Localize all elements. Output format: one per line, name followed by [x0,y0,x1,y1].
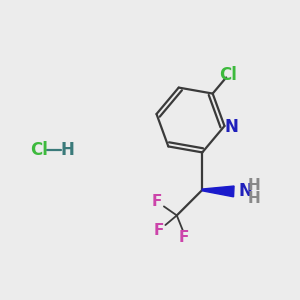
Text: F: F [152,194,163,209]
Text: F: F [154,223,164,238]
Text: H: H [61,141,74,159]
Text: Cl: Cl [30,141,48,159]
Text: N: N [238,182,252,200]
Text: Cl: Cl [219,66,237,84]
Polygon shape [202,186,234,197]
Text: F: F [179,230,190,245]
Text: H: H [248,190,261,206]
Text: H: H [248,178,261,193]
Text: N: N [224,118,238,136]
